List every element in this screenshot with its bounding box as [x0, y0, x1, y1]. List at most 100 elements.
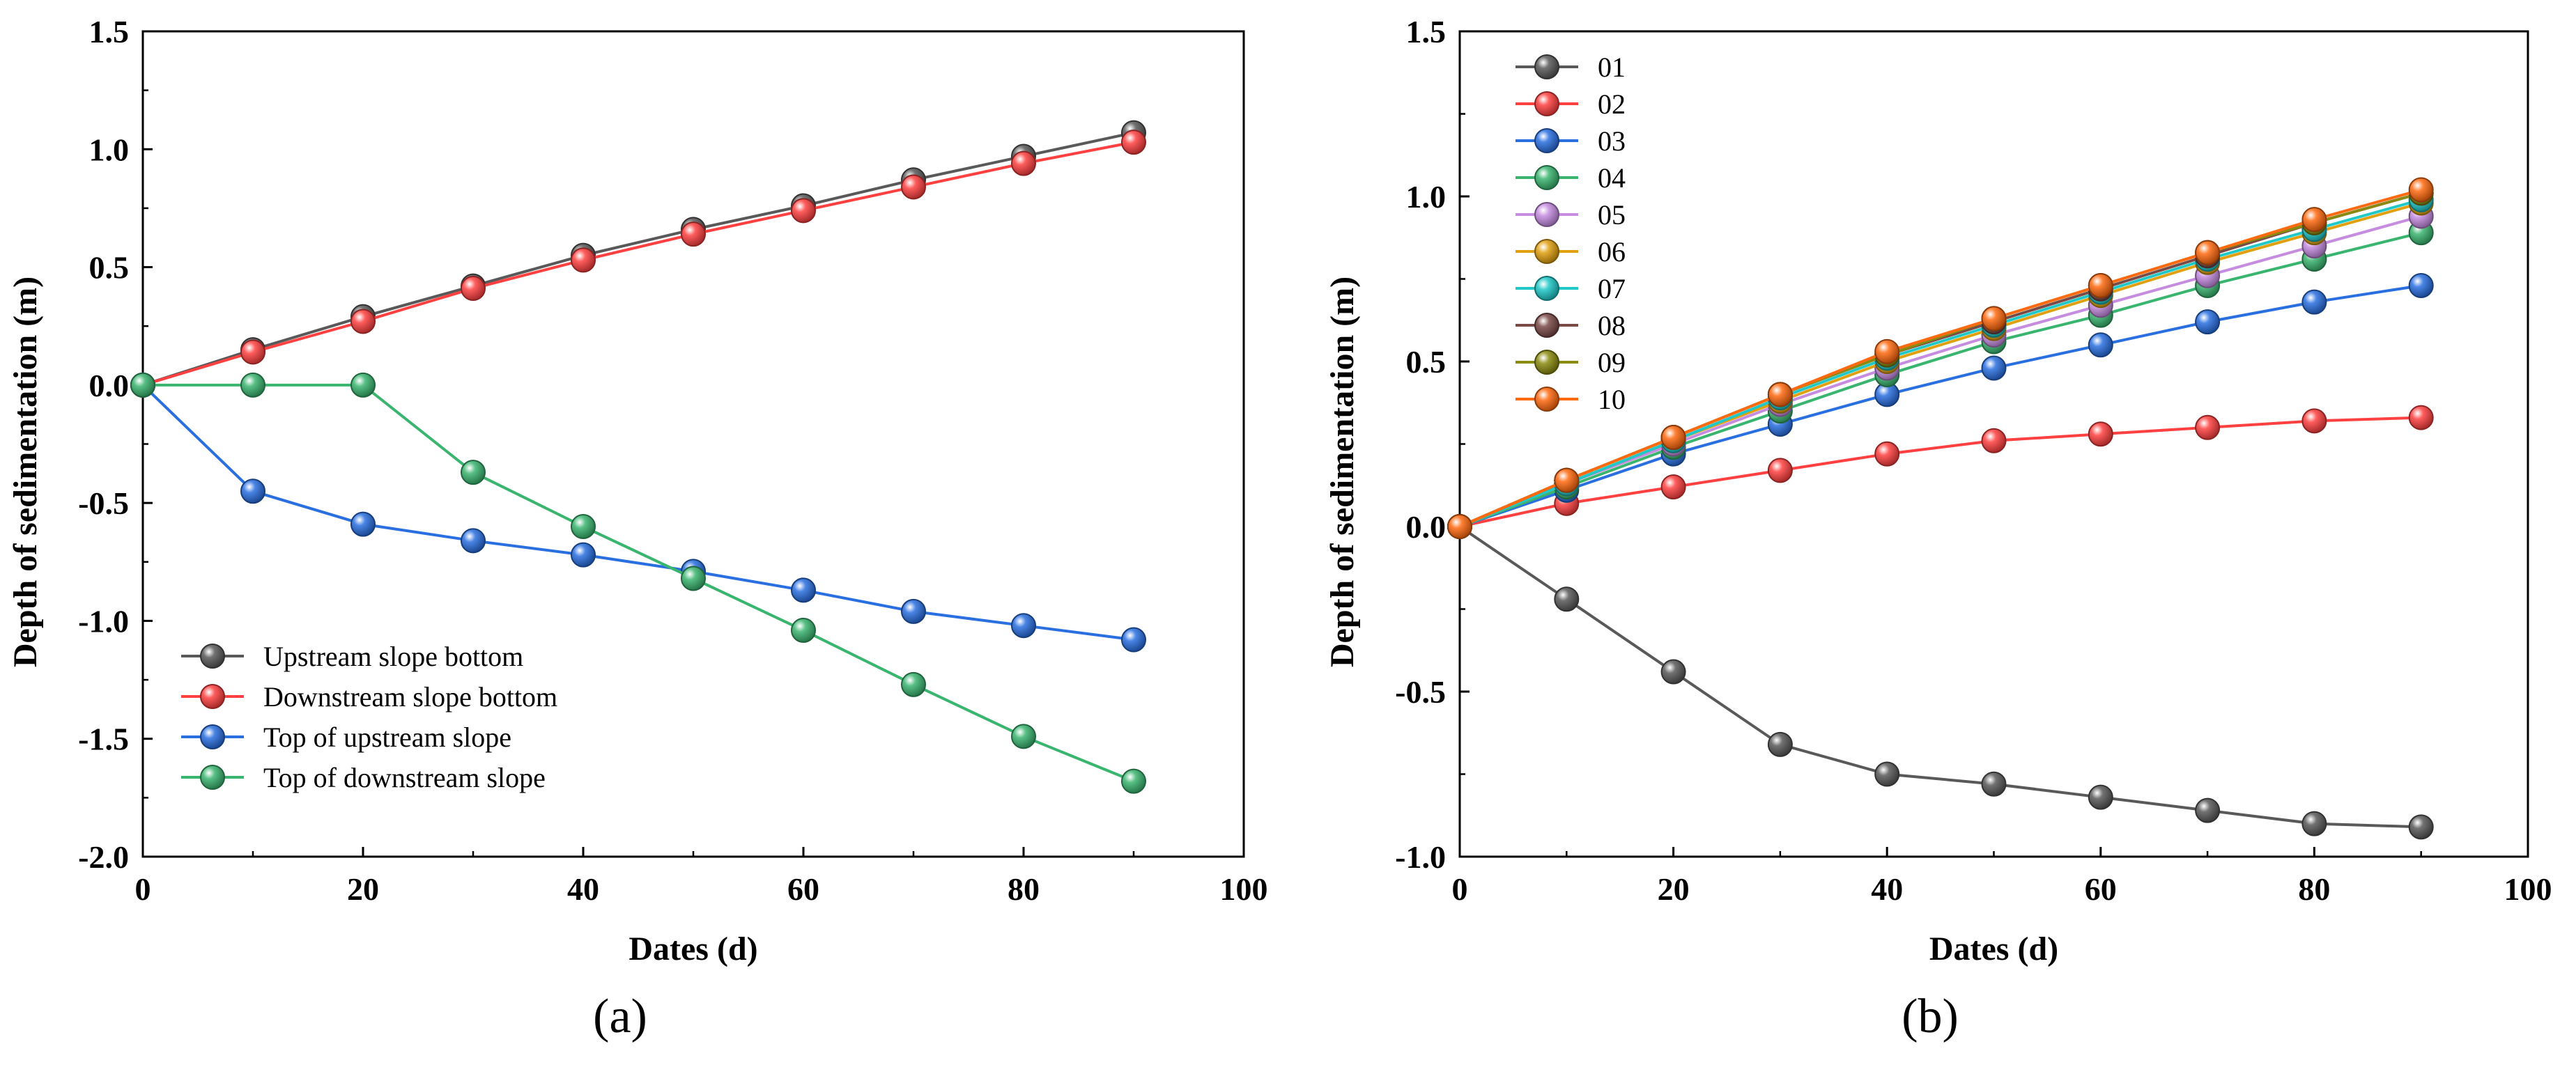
data-point — [461, 276, 486, 302]
series-b-6 — [1447, 190, 2434, 539]
legend-label: 10 — [1598, 384, 1626, 415]
y-tick-label-a: 1.5 — [89, 14, 130, 49]
data-point — [901, 671, 926, 697]
legend-label: 01 — [1598, 52, 1626, 83]
legend-marker — [1534, 313, 1559, 338]
legend-label: Top of upstream slope — [263, 722, 511, 753]
series-line — [142, 141, 1134, 387]
data-point — [1660, 425, 1686, 451]
data-point — [901, 598, 926, 624]
y-tick-label-a: 1.0 — [89, 132, 130, 167]
data-point — [681, 566, 706, 591]
series-a-3 — [130, 372, 1146, 653]
legend-item: Top of downstream slope — [181, 762, 546, 793]
data-point — [901, 174, 926, 200]
data-point — [2088, 784, 2113, 810]
legend-item: 08 — [1515, 310, 1626, 341]
legend-item: 10 — [1515, 384, 1626, 415]
series-b-5 — [1447, 203, 2434, 539]
legend-item: 03 — [1515, 125, 1626, 157]
legend-label: 07 — [1598, 273, 1626, 304]
series-line — [1459, 198, 2422, 528]
y-tick-label-a: 0.5 — [89, 250, 130, 286]
data-point — [1874, 761, 1900, 787]
legend-marker — [200, 765, 225, 790]
data-point — [791, 198, 816, 224]
x-tick-label-b: 20 — [1658, 871, 1690, 907]
x-tick-label-b: 60 — [2085, 871, 2117, 907]
legend-label: Top of downstream slope — [263, 762, 546, 793]
data-point — [240, 478, 265, 504]
legend-item: 07 — [1515, 273, 1626, 304]
data-point — [2301, 207, 2327, 233]
legend-b: 01 02 03 04 05 06 07 08 09 10 — [1515, 52, 1626, 415]
legend-marker — [1534, 91, 1559, 116]
x-tick-label-a: 60 — [787, 871, 819, 907]
data-point — [1767, 458, 1793, 483]
legend-item: 06 — [1515, 236, 1626, 267]
series-a-1 — [130, 120, 1146, 398]
x-axis-title-b: Dates (d) — [1929, 930, 2058, 967]
y-tick-label-b: 0.5 — [1406, 344, 1447, 380]
y-tick-label-a: -1.5 — [78, 722, 129, 757]
x-tick-label-b: 0 — [1452, 871, 1468, 907]
legend-label: 09 — [1598, 347, 1626, 378]
legend-marker — [1534, 350, 1559, 375]
data-point — [1121, 627, 1146, 653]
data-point — [1874, 338, 1900, 364]
series-line — [142, 131, 1134, 387]
series-b-10 — [1447, 177, 2434, 539]
legend-label: Upstream slope bottom — [263, 641, 523, 672]
legend-item: 01 — [1515, 52, 1626, 83]
legend-marker — [1534, 387, 1559, 412]
data-point — [2408, 814, 2434, 840]
data-point — [1874, 441, 1900, 467]
legend-marker — [1534, 239, 1559, 264]
y-axis-title-a: Depth of sedimentation (m) — [7, 277, 44, 667]
data-point — [2301, 811, 2327, 836]
data-point — [1981, 428, 2007, 453]
data-point — [461, 528, 486, 554]
data-point — [1767, 731, 1793, 757]
data-point — [1981, 771, 2007, 797]
legend-item: Upstream slope bottom — [181, 641, 523, 672]
series-line — [1459, 188, 2422, 528]
data-point — [1554, 467, 1580, 493]
data-point — [1011, 613, 1036, 639]
legend-label: 06 — [1598, 236, 1626, 267]
data-point — [240, 372, 265, 398]
legend-label: 05 — [1598, 199, 1626, 231]
data-point — [2088, 332, 2113, 358]
legend-item: 02 — [1515, 88, 1626, 120]
x-tick-label-a: 40 — [567, 871, 599, 907]
data-point — [2088, 272, 2113, 298]
y-tick-label-b: 1.5 — [1406, 14, 1447, 49]
x-tick-label-a: 100 — [1220, 871, 1268, 907]
data-point — [1121, 768, 1146, 794]
data-point — [1981, 306, 2007, 332]
x-axis-title-a: Dates (d) — [628, 930, 757, 967]
data-point — [791, 577, 816, 603]
legend-marker — [1534, 202, 1559, 227]
data-point — [1554, 586, 1580, 612]
data-point — [1011, 150, 1036, 176]
legend-marker — [1534, 276, 1559, 301]
y-tick-label-b: -1.0 — [1395, 839, 1446, 875]
data-point — [130, 372, 155, 398]
data-point — [1981, 355, 2007, 381]
series-line — [1459, 416, 2421, 528]
legend-marker — [1534, 128, 1559, 153]
data-point — [2088, 421, 2113, 447]
data-point — [2408, 272, 2434, 298]
data-point — [350, 309, 376, 334]
legend-label: 08 — [1598, 310, 1626, 341]
series-a-2 — [130, 130, 1146, 398]
chart-panel-a: 0 20 40 60 80 100 -2.0 -1.5 -1.0 -0.5 0.0 0.5 1.0 1.5… — [7, 14, 1268, 967]
data-point — [2408, 177, 2434, 203]
legend-label: 03 — [1598, 125, 1626, 157]
data-point — [1767, 382, 1793, 407]
series-a-4 — [130, 372, 1146, 794]
data-point — [1447, 514, 1472, 539]
series-line — [1459, 284, 2422, 528]
